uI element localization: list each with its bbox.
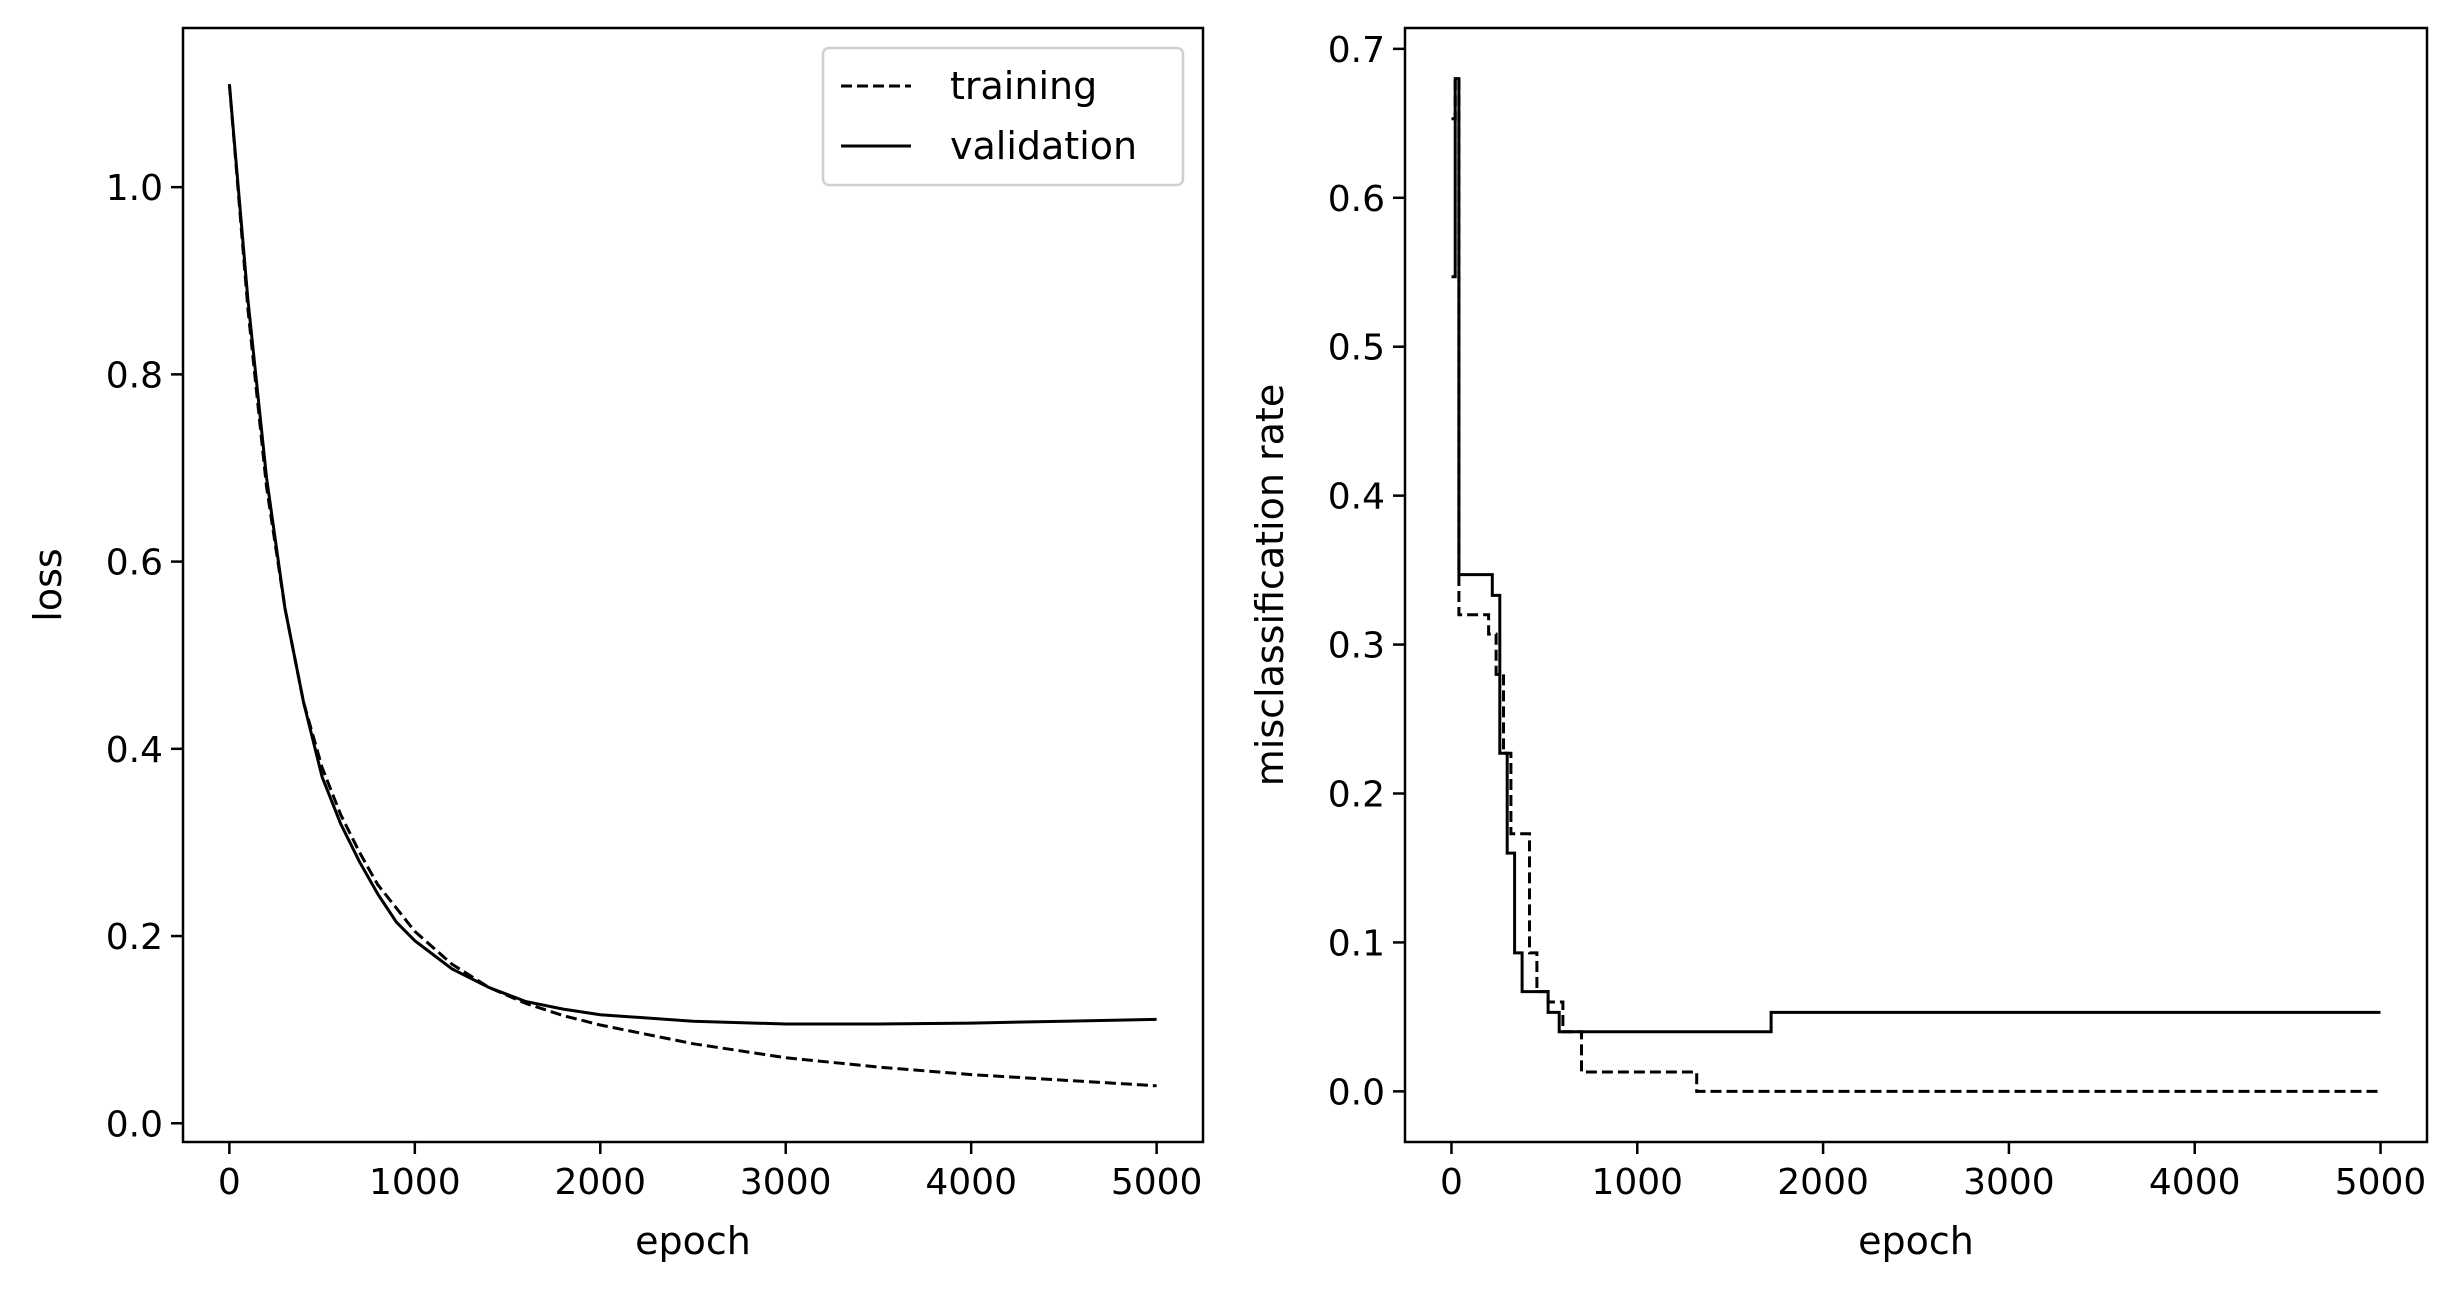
loss-validation-line bbox=[227, 84, 1157, 1026]
loss-y-tick-label: 0.4 bbox=[106, 730, 163, 771]
misclass-y-tick-label: 0.0 bbox=[1328, 1072, 1385, 1113]
loss-x-tick: 4000 bbox=[925, 1142, 1017, 1203]
legend-training-label: training bbox=[950, 64, 1097, 108]
misclass-x-tick: 4000 bbox=[2149, 1142, 2241, 1203]
misclass-validation-line bbox=[1451, 77, 2381, 1034]
loss-y-tick: 0.0 bbox=[106, 1104, 183, 1145]
loss-x-tick: 2000 bbox=[554, 1142, 646, 1203]
loss-y-tick: 1.0 bbox=[106, 168, 183, 209]
loss-x-axis-label: epoch bbox=[635, 1219, 751, 1263]
loss-plot-frame bbox=[181, 26, 1205, 1144]
loss-x-tick: 5000 bbox=[1111, 1142, 1203, 1203]
misclass-x-tick-label: 0 bbox=[1440, 1162, 1463, 1203]
legend-entry-training: training bbox=[841, 64, 1097, 108]
misclass-x-tick: 1000 bbox=[1591, 1142, 1683, 1203]
misclass-x-tick-label: 1000 bbox=[1591, 1162, 1683, 1203]
misclass-y-tick: 0.2 bbox=[1328, 775, 1405, 816]
loss-y-ticks: 0.0 0.2 0.4 0.6 0.8 1.0 bbox=[106, 168, 183, 1145]
loss-series-layer bbox=[227, 84, 1157, 1088]
misclass-x-tick-label: 5000 bbox=[2335, 1162, 2427, 1203]
misclass-x-tick-label: 4000 bbox=[2149, 1162, 2241, 1203]
loss-legend: training validation bbox=[821, 46, 1185, 187]
misclass-x-tick: 5000 bbox=[2335, 1142, 2427, 1203]
misclass-y-axis-label: misclassification rate bbox=[1248, 384, 1292, 786]
loss-training-line bbox=[227, 84, 1157, 1088]
misclass-y-tick-label: 0.3 bbox=[1328, 626, 1385, 667]
loss-x-tick-label: 4000 bbox=[925, 1162, 1017, 1203]
loss-y-tick: 0.6 bbox=[106, 543, 183, 584]
loss-x-ticks: 0 1000 2000 3000 4000 5000 bbox=[218, 1142, 1203, 1203]
misclass-y-tick-label: 0.7 bbox=[1328, 30, 1385, 71]
loss-x-tick-label: 5000 bbox=[1111, 1162, 1203, 1203]
misclass-y-tick: 0.0 bbox=[1328, 1072, 1405, 1113]
misclassification-chart: 0 1000 2000 3000 4000 5000 0.0 0.1 0.2 0… bbox=[1248, 26, 2429, 1263]
loss-y-tick-label: 0.2 bbox=[106, 917, 163, 958]
misclass-y-tick: 0.3 bbox=[1328, 626, 1405, 667]
misclass-y-tick-label: 0.1 bbox=[1328, 923, 1385, 964]
loss-y-tick-label: 0.0 bbox=[106, 1104, 163, 1145]
misclass-x-tick: 0 bbox=[1440, 1142, 1463, 1203]
legend-validation-label: validation bbox=[950, 124, 1137, 168]
misclass-x-tick: 2000 bbox=[1777, 1142, 1869, 1203]
misclass-plot-frame bbox=[1403, 26, 2429, 1144]
misclass-x-tick-label: 2000 bbox=[1777, 1162, 1869, 1203]
misclass-y-tick-label: 0.2 bbox=[1328, 775, 1385, 816]
loss-x-tick: 1000 bbox=[369, 1142, 461, 1203]
loss-y-tick: 0.2 bbox=[106, 917, 183, 958]
loss-y-tick: 0.8 bbox=[106, 355, 183, 396]
loss-x-tick: 0 bbox=[218, 1142, 241, 1203]
legend-box bbox=[821, 46, 1185, 187]
loss-y-tick-label: 0.8 bbox=[106, 355, 163, 396]
misclass-x-tick-label: 3000 bbox=[1963, 1162, 2055, 1203]
misclass-y-tick: 0.5 bbox=[1328, 328, 1405, 369]
misclass-y-tick: 0.7 bbox=[1328, 30, 1405, 71]
loss-y-tick-label: 1.0 bbox=[106, 168, 163, 209]
misclass-y-tick-label: 0.5 bbox=[1328, 328, 1385, 369]
loss-x-tick-label: 3000 bbox=[740, 1162, 832, 1203]
loss-x-tick-label: 1000 bbox=[369, 1162, 461, 1203]
misclass-y-tick-label: 0.6 bbox=[1328, 179, 1385, 220]
loss-y-axis-label: loss bbox=[26, 548, 70, 621]
loss-y-tick: 0.4 bbox=[106, 730, 183, 771]
loss-x-tick-label: 2000 bbox=[554, 1162, 646, 1203]
misclass-x-tick: 3000 bbox=[1963, 1142, 2055, 1203]
misclass-x-axis-label: epoch bbox=[1858, 1219, 1974, 1263]
misclass-y-tick: 0.1 bbox=[1328, 923, 1405, 964]
loss-x-tick: 3000 bbox=[740, 1142, 832, 1203]
loss-chart: 0 1000 2000 3000 4000 5000 0.0 0.2 0.4 0… bbox=[26, 26, 1205, 1263]
loss-y-tick-label: 0.6 bbox=[106, 543, 163, 584]
misclass-series-layer bbox=[1451, 77, 2381, 1093]
misclass-y-ticks: 0.0 0.1 0.2 0.3 0.4 0.5 0.6 0.7 bbox=[1328, 30, 1405, 1113]
misclass-y-tick-label: 0.4 bbox=[1328, 477, 1385, 518]
misclass-x-ticks: 0 1000 2000 3000 4000 5000 bbox=[1440, 1142, 2426, 1203]
loss-x-tick-label: 0 bbox=[218, 1162, 241, 1203]
legend-entry-validation: validation bbox=[841, 124, 1137, 168]
misclass-y-tick: 0.6 bbox=[1328, 179, 1405, 220]
misclass-y-tick: 0.4 bbox=[1328, 477, 1405, 518]
